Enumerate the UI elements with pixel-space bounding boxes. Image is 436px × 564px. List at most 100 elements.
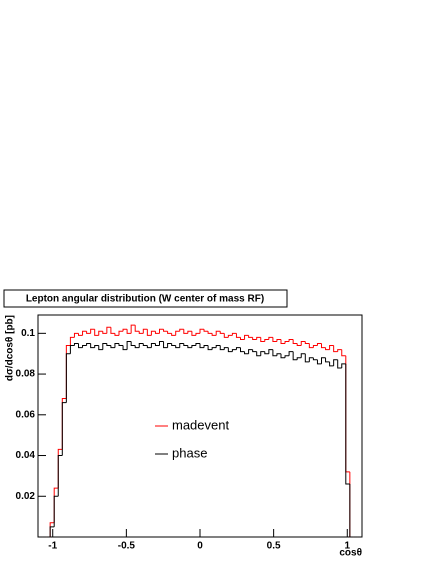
y-tick-label: 0.06 [16, 409, 36, 420]
histogram-bin [284, 355, 290, 358]
histogram-bin [219, 345, 225, 351]
histogram-bin [146, 329, 152, 336]
histogram-bin [219, 331, 225, 334]
histogram-bin [272, 349, 277, 357]
histogram-bin [61, 398, 67, 450]
histogram-bin [73, 332, 79, 338]
histogram-bin [191, 331, 196, 336]
histogram-bin [296, 343, 302, 347]
x-axis-label: cosθ [339, 548, 362, 559]
histogram-bin [134, 345, 140, 349]
histogram-bin [187, 330, 192, 334]
histogram-bin [280, 353, 286, 359]
histogram-bin [349, 471, 354, 538]
histogram-bin [244, 351, 249, 355]
y-tick-label: 0.1 [21, 328, 35, 339]
histogram-bin [333, 359, 338, 366]
histogram-bin [211, 333, 217, 336]
histogram-bin [256, 351, 261, 357]
histogram-bin [78, 333, 83, 336]
histogram-bin [114, 343, 119, 348]
histogram-bin [118, 330, 124, 336]
x-tick-label: -0.5 [118, 541, 136, 552]
histogram-bin [337, 359, 342, 369]
histogram-bin [150, 330, 156, 336]
histogram-bin [227, 347, 233, 353]
histogram-bin [195, 343, 200, 346]
histogram-bin [102, 343, 107, 350]
histogram-bin [272, 337, 277, 342]
y-tick-label: 0.08 [16, 369, 36, 380]
histogram-bin [191, 345, 196, 348]
histogram-bin [312, 345, 318, 348]
histogram-bin [207, 345, 213, 351]
histogram-bin [312, 357, 318, 361]
histogram-bin [82, 330, 87, 336]
histogram-bin [130, 324, 136, 334]
histogram-bin [179, 343, 184, 348]
histogram-bin [53, 487, 59, 523]
histogram-bin [292, 339, 298, 345]
y-tick-label: 0.04 [16, 450, 36, 461]
histogram-bin [69, 345, 75, 354]
histogram-bin [292, 351, 298, 361]
histogram-bin [90, 328, 95, 334]
x-tick-label: 0.5 [267, 541, 281, 552]
histogram-bin [231, 349, 237, 352]
histogram-bin [94, 345, 99, 348]
histogram-bin [264, 351, 269, 355]
histogram-bin [280, 339, 286, 345]
histogram-bin [98, 330, 103, 336]
histogram-bin [341, 363, 346, 368]
histogram-bin [142, 343, 148, 347]
histogram-bin [159, 328, 164, 334]
histogram-bin [244, 334, 249, 340]
histogram-bin [65, 353, 71, 403]
histogram-bin [325, 357, 330, 363]
histogram-bin [223, 347, 229, 350]
histogram-bin [345, 355, 350, 473]
histogram-bin [260, 337, 265, 342]
histogram-bin [154, 343, 160, 347]
histogram-bin [325, 347, 330, 351]
histogram-bin [154, 331, 160, 334]
histogram-bin [203, 345, 209, 348]
histogram-bin [316, 343, 322, 346]
histogram-bin [300, 353, 306, 358]
histogram-bin [300, 340, 306, 346]
histogram-bin [126, 340, 132, 350]
x-tick-label: -1 [48, 541, 57, 552]
histogram-bin [199, 328, 205, 334]
histogram-bin [308, 357, 314, 362]
histogram-bin [183, 343, 188, 347]
histogram-bin [179, 328, 184, 332]
legend-label: madevent [172, 417, 229, 432]
histogram-bin [284, 340, 290, 344]
histogram-bin [215, 345, 221, 348]
histogram-bin [195, 332, 200, 336]
histogram-bin [223, 333, 229, 338]
histogram-bin [248, 349, 253, 354]
histogram-bin [329, 345, 334, 350]
histogram-bin [163, 341, 168, 349]
histogram-bin [150, 343, 156, 348]
histogram-bin [183, 329, 188, 334]
histogram-bin [288, 351, 294, 356]
x-tick-label: 1 [344, 541, 350, 552]
histogram-bin [199, 343, 205, 349]
histogram-bin [86, 331, 91, 334]
histogram-bin [345, 363, 350, 485]
histogram-bin [240, 337, 245, 340]
histogram-bin [349, 484, 354, 538]
histogram-bin [175, 345, 180, 349]
histogram-bin [106, 326, 111, 334]
histogram-bin [57, 455, 63, 497]
histogram-bin [252, 337, 257, 340]
histogram-bin [134, 325, 140, 332]
histogram-bin [215, 330, 221, 336]
histogram-bin [138, 331, 144, 334]
histogram-bin [296, 357, 302, 360]
histogram-bin [207, 331, 213, 334]
histogram-bin [61, 402, 67, 456]
histogram-bin [130, 341, 136, 347]
